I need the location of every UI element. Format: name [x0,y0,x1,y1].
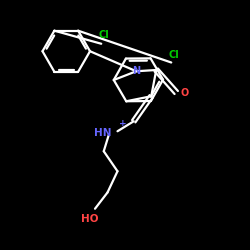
Text: O: O [181,88,189,98]
Text: N: N [132,66,140,76]
Text: HN: HN [94,128,111,138]
Text: Cl: Cl [168,50,179,60]
Text: +: + [119,118,126,128]
Text: Cl: Cl [98,30,109,40]
Text: HO: HO [81,214,99,224]
